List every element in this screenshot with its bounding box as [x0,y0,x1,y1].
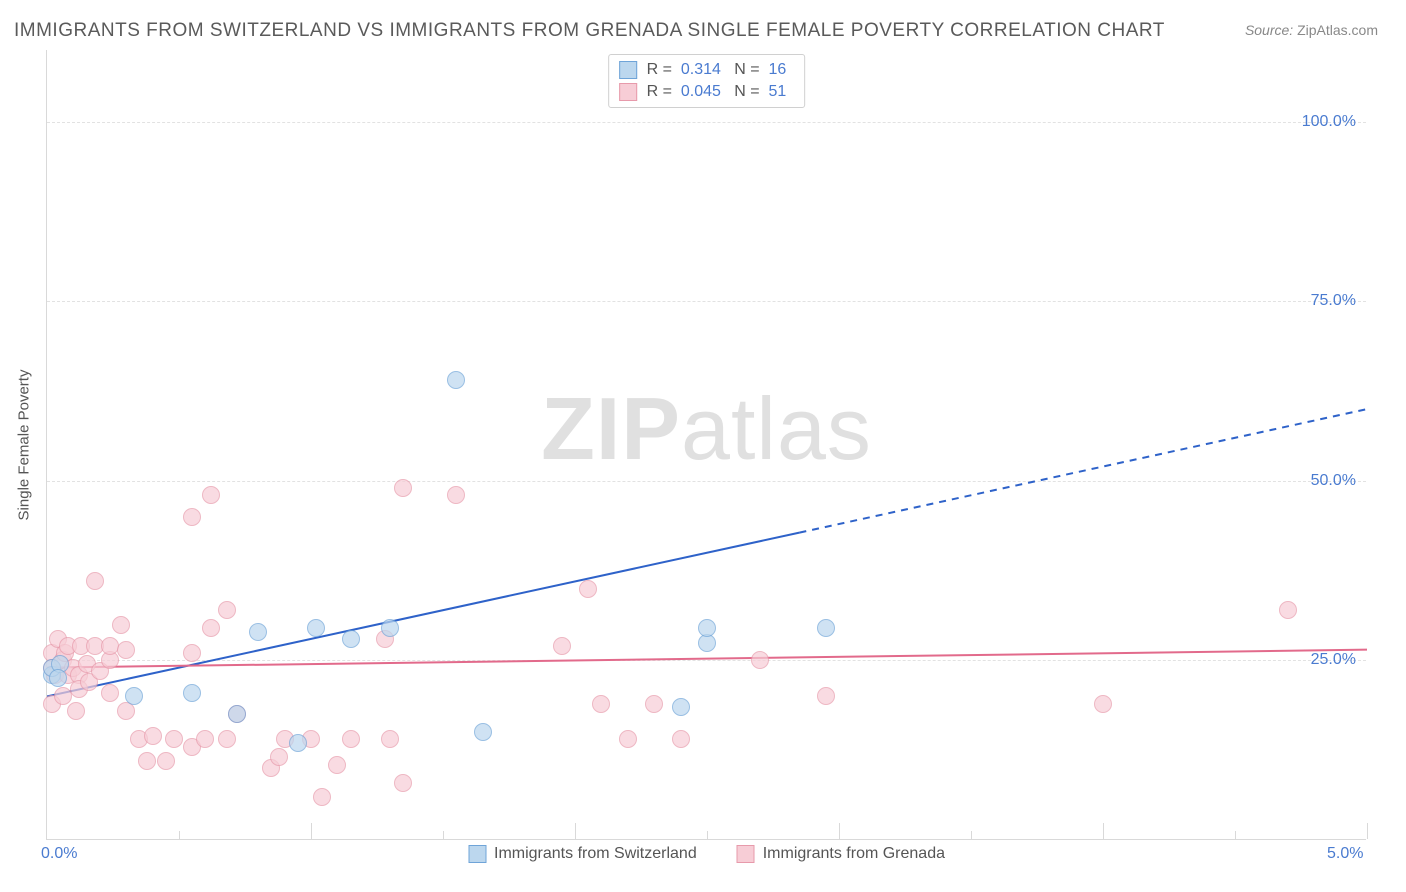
scatter-point [157,752,175,770]
legend-stat-row: R = 0.314 N = 16 [619,59,787,81]
scatter-point [447,486,465,504]
scatter-point [1279,601,1297,619]
y-axis-label: Single Female Poverty [16,370,33,521]
trend-lines [47,50,1367,840]
y-tick-label: 50.0% [1311,472,1356,490]
gridline-h [47,301,1366,302]
scatter-point [196,730,214,748]
watermark-zip: ZIP [541,379,681,478]
scatter-point [698,619,716,637]
legend-series-label: Immigrants from Grenada [763,845,945,863]
x-gridline [839,823,840,839]
scatter-point [394,774,412,792]
scatter-point [1094,695,1112,713]
scatter-point [183,684,201,702]
gridline-h [47,660,1366,661]
source-attribution: Source: ZipAtlas.com [1245,22,1378,38]
x-gridline [311,823,312,839]
x-tick-label: 0.0% [41,845,77,863]
legend-swatch [619,61,637,79]
chart-title: IMMIGRANTS FROM SWITZERLAND VS IMMIGRANT… [14,20,1165,42]
trend-line-solid [47,533,799,697]
x-gridline [1103,823,1104,839]
scatter-point [447,371,465,389]
scatter-point [817,687,835,705]
y-tick-label: 25.0% [1311,651,1356,669]
legend-series-item: Immigrants from Switzerland [468,845,697,863]
watermark-atlas: atlas [681,379,872,478]
trend-line-dashed [799,409,1367,533]
scatter-point [328,756,346,774]
scatter-point [553,637,571,655]
scatter-point [672,698,690,716]
scatter-point [125,687,143,705]
scatter-point [67,702,85,720]
scatter-point [183,508,201,526]
scatter-point [672,730,690,748]
scatter-point [474,723,492,741]
scatter-point [218,730,236,748]
scatter-point [249,623,267,641]
scatter-point [645,695,663,713]
scatter-point [313,788,331,806]
legend-correlation-box: R = 0.314 N = 16R = 0.045 N = 51 [608,54,806,108]
legend-series-label: Immigrants from Switzerland [494,845,697,863]
scatter-point [218,601,236,619]
source-value: ZipAtlas.com [1297,22,1378,38]
legend-series: Immigrants from Switzerland Immigrants fr… [468,845,945,863]
trend-line-solid [47,650,1367,668]
scatter-point [381,619,399,637]
scatter-point [86,572,104,590]
scatter-point [751,651,769,669]
x-gridline [971,831,972,839]
x-gridline [1235,831,1236,839]
scatter-point [381,730,399,748]
scatter-point [144,727,162,745]
scatter-point [49,669,67,687]
scatter-point [228,705,246,723]
y-tick-label: 100.0% [1302,113,1356,131]
gridline-h [47,481,1366,482]
scatter-point [619,730,637,748]
legend-swatch [468,845,486,863]
scatter-point [138,752,156,770]
x-gridline [179,831,180,839]
x-gridline [707,831,708,839]
x-gridline [1367,823,1368,839]
scatter-point [289,734,307,752]
scatter-point [270,748,288,766]
scatter-point [592,695,610,713]
scatter-point [202,619,220,637]
watermark: ZIPatlas [541,378,872,480]
gridline-h [47,122,1366,123]
scatter-point [101,684,119,702]
scatter-point [183,644,201,662]
x-tick-label: 5.0% [1327,845,1363,863]
scatter-point [165,730,183,748]
scatter-point [342,630,360,648]
legend-stat-row: R = 0.045 N = 51 [619,81,787,103]
scatter-point [342,730,360,748]
scatter-point [112,616,130,634]
legend-stat-text: R = 0.045 N = 51 [647,81,787,103]
scatter-point [202,486,220,504]
legend-stat-text: R = 0.314 N = 16 [647,59,787,81]
y-tick-label: 75.0% [1311,292,1356,310]
source-label: Source: [1245,22,1293,38]
legend-series-item: Immigrants from Grenada [737,845,945,863]
legend-swatch [619,83,637,101]
scatter-point [817,619,835,637]
x-gridline [443,831,444,839]
scatter-point [394,479,412,497]
legend-swatch [737,845,755,863]
scatter-point [579,580,597,598]
scatter-point [117,641,135,659]
plot-area: ZIPatlas R = 0.314 N = 16R = 0.045 N = 5… [46,50,1366,840]
scatter-point [307,619,325,637]
x-gridline [575,823,576,839]
